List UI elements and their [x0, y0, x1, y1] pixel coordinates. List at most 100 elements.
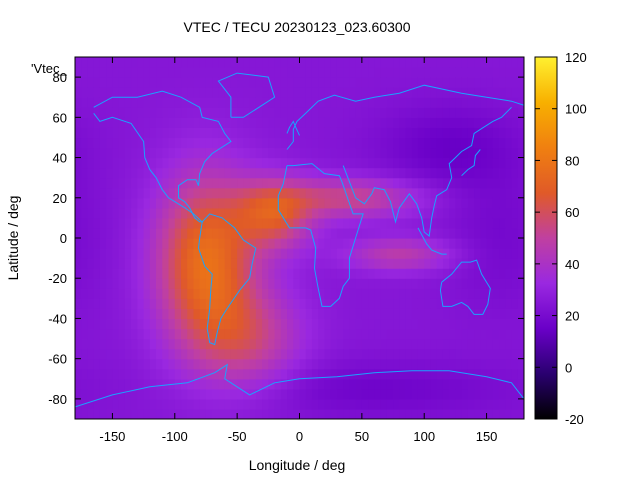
heatmap-cell [243, 358, 251, 370]
heatmap-cell [187, 248, 195, 259]
heatmap-cell [287, 187, 294, 199]
heatmap-cell [262, 177, 269, 189]
heatmap-cell [461, 117, 469, 128]
heatmap-cell [336, 338, 344, 350]
heatmap-cell [405, 67, 413, 78]
heatmap-cell [511, 187, 519, 199]
heatmap-cell [361, 167, 369, 179]
heatmap-cell [374, 268, 382, 279]
heatmap-cell [374, 298, 382, 309]
heatmap-cell [386, 147, 394, 159]
heatmap-cell [355, 388, 363, 400]
heatmap-cell [143, 227, 151, 239]
heatmap-cell [405, 258, 413, 269]
heatmap-cell [305, 248, 313, 259]
heatmap-cell [330, 177, 338, 189]
heatmap-cell [374, 238, 382, 249]
heatmap-cell [374, 137, 382, 149]
heatmap-cell [75, 227, 82, 239]
heatmap-cell [424, 227, 432, 239]
heatmap-cell [181, 338, 188, 350]
heatmap-cell [417, 278, 425, 289]
heatmap-cell [411, 217, 419, 229]
heatmap-cell [449, 137, 457, 149]
heatmap-cell [374, 157, 382, 169]
heatmap-cell [386, 398, 394, 410]
heatmap-cell [361, 107, 369, 118]
heatmap-cell [442, 57, 450, 68]
heatmap-cell [399, 117, 407, 128]
heatmap-cell [131, 97, 138, 108]
heatmap-cell [199, 368, 207, 380]
heatmap-cell [75, 378, 82, 390]
heatmap-cell [156, 67, 163, 78]
heatmap-cell [212, 67, 220, 78]
heatmap-cell [218, 238, 226, 249]
heatmap-cell [486, 348, 494, 360]
x-tick-label: 150 [476, 429, 498, 444]
heatmap-cell [474, 338, 481, 350]
heatmap-cell [374, 328, 382, 340]
heatmap-cell [112, 318, 120, 330]
heatmap-cell [255, 77, 263, 88]
heatmap-cell [386, 197, 394, 209]
heatmap-cell [237, 177, 244, 189]
heatmap-cell [131, 137, 138, 149]
heatmap-cell [287, 408, 294, 419]
heatmap-cell [474, 398, 481, 410]
heatmap-cell [393, 117, 400, 128]
heatmap-cell [181, 388, 188, 400]
heatmap-cell [212, 217, 220, 229]
heatmap-cell [492, 408, 500, 419]
heatmap-cell [255, 368, 263, 380]
heatmap-cell [442, 288, 450, 299]
heatmap-cell [106, 147, 114, 159]
heatmap-cell [505, 127, 513, 139]
heatmap-cell [199, 157, 207, 169]
heatmap-cell [87, 127, 95, 139]
heatmap-cell [181, 248, 188, 259]
heatmap-cell [505, 238, 513, 249]
heatmap-cell [386, 238, 394, 249]
heatmap-cell [424, 348, 432, 360]
heatmap-cell [137, 358, 145, 370]
heatmap-cell [274, 308, 282, 320]
heatmap-cell [212, 117, 220, 128]
heatmap-cell [106, 408, 114, 419]
heatmap-cell [442, 117, 450, 128]
heatmap-cell [393, 258, 400, 269]
heatmap-cell [505, 107, 513, 118]
heatmap-cell [436, 358, 444, 370]
heatmap-cell [162, 328, 170, 340]
heatmap-cell [417, 97, 425, 108]
heatmap-cell [81, 177, 89, 189]
heatmap-cell [249, 298, 257, 309]
heatmap-cell [411, 258, 419, 269]
heatmap-cell [449, 117, 457, 128]
heatmap-cell [330, 388, 338, 400]
heatmap-cell [174, 338, 182, 350]
coastline [217, 72, 276, 118]
heatmap-cell [93, 207, 101, 219]
heatmap-cell [436, 177, 444, 189]
heatmap-cell [274, 117, 282, 128]
heatmap-cell [287, 258, 294, 269]
heatmap-cell [81, 308, 89, 320]
heatmap-cell [187, 378, 195, 390]
heatmap-cell [361, 388, 369, 400]
heatmap-cell [449, 358, 457, 370]
heatmap-cell [274, 57, 282, 68]
heatmap-cell [474, 308, 481, 320]
heatmap-cell [87, 97, 95, 108]
heatmap-cell [212, 187, 220, 199]
heatmap-cell [199, 308, 207, 320]
heatmap-cell [81, 167, 89, 179]
heatmap-cell [411, 97, 419, 108]
heatmap-cell [93, 268, 101, 279]
heatmap-cell [156, 87, 163, 98]
heatmap-cell [374, 248, 382, 259]
heatmap-cell [517, 167, 524, 179]
heatmap-cell [305, 328, 313, 340]
heatmap-cell [149, 238, 157, 249]
heatmap-cell [293, 268, 301, 279]
